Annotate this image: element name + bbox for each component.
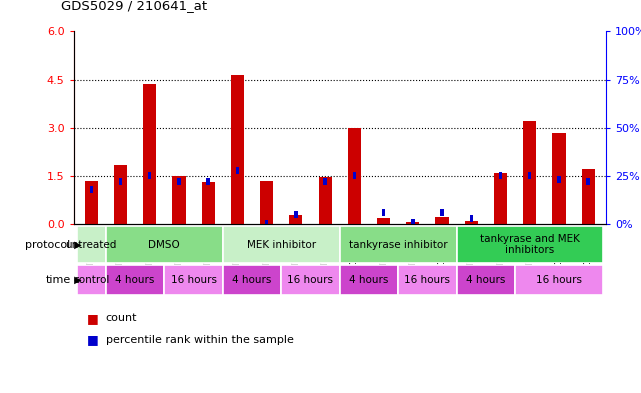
- Text: 4 hours: 4 hours: [232, 275, 272, 285]
- Bar: [281, 265, 340, 295]
- Bar: [499, 173, 503, 179]
- Bar: [119, 178, 122, 185]
- Bar: [172, 176, 185, 224]
- Text: count: count: [106, 313, 137, 323]
- Bar: [553, 132, 565, 224]
- Bar: [398, 265, 456, 295]
- Text: 16 hours: 16 hours: [288, 275, 333, 285]
- Text: ■: ■: [87, 333, 98, 347]
- Bar: [406, 222, 419, 224]
- Bar: [106, 265, 164, 295]
- Text: ▶: ▶: [71, 240, 81, 250]
- Text: 16 hours: 16 hours: [404, 275, 451, 285]
- Bar: [411, 219, 415, 226]
- Bar: [223, 226, 340, 263]
- Text: ▶: ▶: [71, 275, 81, 285]
- Bar: [494, 173, 507, 224]
- Text: tankyrase and MEK
inhibitors: tankyrase and MEK inhibitors: [480, 234, 579, 255]
- Bar: [348, 128, 361, 224]
- Text: 4 hours: 4 hours: [466, 275, 506, 285]
- Bar: [440, 209, 444, 216]
- Bar: [202, 182, 215, 224]
- Bar: [265, 220, 269, 228]
- Bar: [340, 265, 398, 295]
- Bar: [77, 265, 106, 295]
- Text: MEK inhibitor: MEK inhibitor: [247, 240, 316, 250]
- Text: percentile rank within the sample: percentile rank within the sample: [106, 335, 294, 345]
- Text: tankyrase inhibitor: tankyrase inhibitor: [349, 240, 447, 250]
- Text: time: time: [46, 275, 71, 285]
- Bar: [456, 226, 603, 263]
- Bar: [114, 165, 127, 224]
- Text: 16 hours: 16 hours: [536, 275, 582, 285]
- Text: ■: ■: [87, 312, 98, 325]
- Bar: [435, 217, 449, 224]
- Bar: [106, 226, 223, 263]
- Bar: [236, 167, 239, 174]
- Bar: [323, 178, 327, 185]
- Bar: [289, 215, 303, 224]
- Bar: [382, 209, 385, 216]
- Bar: [260, 181, 273, 224]
- Bar: [557, 176, 561, 183]
- Text: DMSO: DMSO: [149, 240, 180, 250]
- Bar: [581, 169, 595, 224]
- Text: GDS5029 / 210641_at: GDS5029 / 210641_at: [61, 0, 207, 12]
- Text: control: control: [73, 275, 110, 285]
- Bar: [90, 186, 93, 193]
- Text: protocol: protocol: [25, 240, 71, 250]
- Bar: [77, 226, 106, 263]
- Bar: [223, 265, 281, 295]
- Text: 4 hours: 4 hours: [349, 275, 388, 285]
- Bar: [148, 173, 151, 179]
- Text: 4 hours: 4 hours: [115, 275, 154, 285]
- Bar: [469, 215, 473, 222]
- Bar: [319, 178, 331, 224]
- Bar: [377, 218, 390, 224]
- Bar: [528, 173, 531, 179]
- Bar: [465, 221, 478, 224]
- Text: untreated: untreated: [65, 240, 117, 250]
- Bar: [143, 84, 156, 224]
- Bar: [231, 75, 244, 224]
- Bar: [177, 178, 181, 185]
- Bar: [353, 173, 356, 179]
- Bar: [340, 226, 456, 263]
- Bar: [294, 211, 297, 218]
- Bar: [164, 265, 223, 295]
- Bar: [587, 178, 590, 185]
- Bar: [515, 265, 603, 295]
- Bar: [206, 178, 210, 185]
- Text: 16 hours: 16 hours: [171, 275, 217, 285]
- Bar: [85, 181, 98, 224]
- Bar: [456, 265, 515, 295]
- Bar: [523, 121, 537, 224]
